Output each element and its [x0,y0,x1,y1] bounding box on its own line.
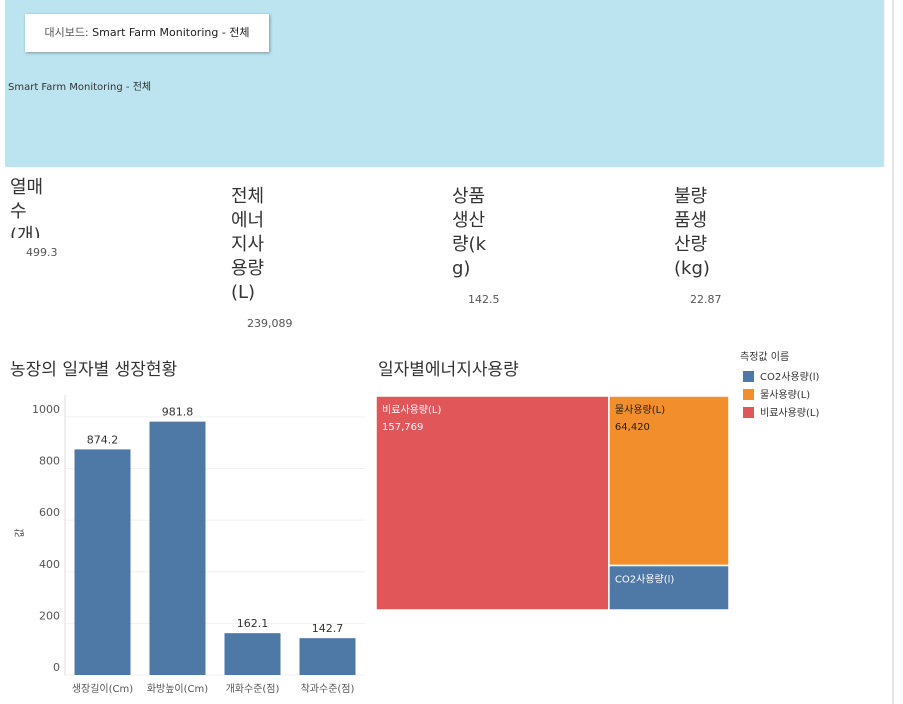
kpi: 상품생산량(kg) 142.5 [452,185,500,306]
legend-label: CO2사용량(l) [760,371,819,383]
kpi-value: 239,089 [247,317,293,330]
button-name: Smart Farm Monitoring - 전체 [92,26,250,39]
x-tick-label: 화방높이(Cm) [147,683,208,695]
y-tick-label: 1000 [32,403,60,416]
kpi-value: 142.5 [468,293,500,306]
y-axis-label: 값 [14,528,26,537]
kpi: 열매수(개) 499.3 [10,176,58,259]
value-label: 981.8 [162,406,194,419]
kpi: 불량품생산량(kg) 22.87 [674,185,722,306]
bar [149,421,206,675]
treemap-cell [608,395,730,567]
treemap-cell [608,564,730,611]
kpi-value: 22.87 [690,293,722,306]
y-tick-label: 200 [39,609,60,622]
kpi-title: 불량품생산량(kg) [674,186,710,279]
banner: 대시보드: Smart Farm Monitoring - 전체 Smart F… [5,0,884,167]
chart-title: 일자별에너지사용량 [378,360,519,380]
button-prefix: 대시보드: [44,26,89,39]
y-tick-label: 800 [39,455,60,468]
legend-swatch [743,407,754,418]
legend-swatch [743,389,754,400]
cell-value: 64,420 [615,422,650,433]
dashboard-button[interactable]: 대시보드: Smart Farm Monitoring - 전체 [25,14,269,52]
value-label: 142.7 [312,622,344,635]
cell-label: CO2사용량(l) [615,574,674,586]
kpi-title: 전체에너지사용량(L) [231,186,265,303]
value-label: 874.2 [87,433,119,446]
legend-title: 측정값 이름 [740,351,789,363]
chart-title: 농장의 일자별 생장현황 [10,360,177,380]
x-tick-label: 착과수준(점) [301,683,355,695]
legend-label: 비료사용량(L) [760,407,819,419]
cell-value: 157,769 [382,422,423,433]
x-tick-label: 개화수준(점) [226,683,280,695]
value-label: 162.1 [237,617,269,630]
bar [74,449,131,675]
y-tick-label: 0 [53,661,60,674]
kpi-title: 열매수(개) [10,177,44,238]
kpi: 전체에너지사용량(L) 239,089 [231,185,293,330]
bar [299,638,356,675]
y-tick-label: 600 [39,506,60,519]
y-tick-label: 400 [39,558,60,571]
subtitle: Smart Farm Monitoring - 전체 [8,82,152,93]
bar [224,633,281,675]
treemap-cell [375,395,610,611]
legend-label: 물사용량(L) [760,389,810,401]
cell-label: 물사용량(L) [615,404,665,416]
legend-swatch [743,371,754,382]
kpi-value: 499.3 [26,246,58,259]
x-tick-label: 생장길이(Cm) [72,682,133,695]
cell-label: 비료사용량(L) [382,404,441,416]
kpi-title: 상품생산량(kg) [452,186,487,279]
